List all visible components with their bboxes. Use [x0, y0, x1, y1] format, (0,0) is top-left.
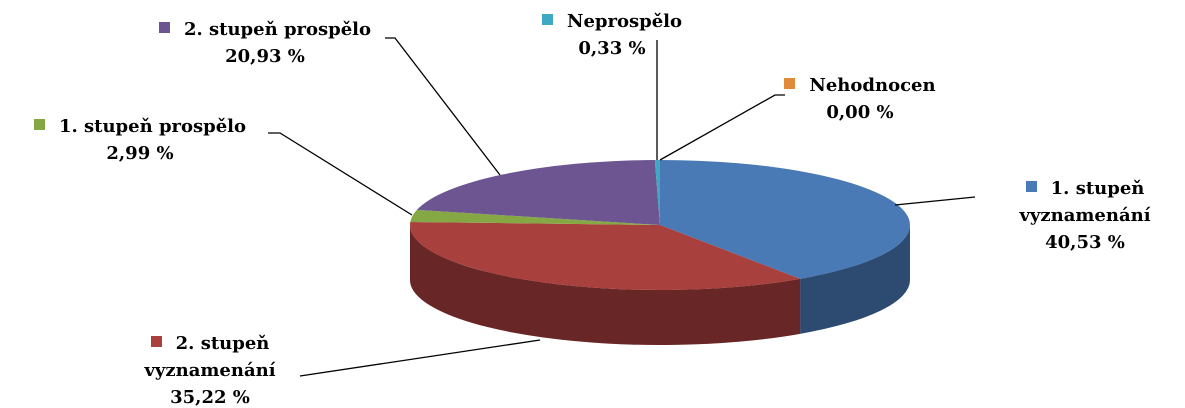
data-label: 2. stupeň prospělo 20,93 %: [120, 16, 410, 70]
slice: [410, 209, 660, 225]
leader-line: [268, 132, 413, 216]
slice: [416, 160, 660, 225]
slice: [654, 160, 660, 225]
leader-line: [894, 196, 976, 206]
category-label: Nehodnocen: [809, 75, 936, 96]
data-label: 1. stupeň vyznamenání 40,53 %: [990, 175, 1180, 256]
value-label: 35,22 %: [170, 387, 250, 408]
data-label: Nehodnocen 0,00 %: [775, 72, 945, 126]
value-label: 20,93 %: [225, 46, 305, 67]
data-label: 1. stupeň prospělo 2,99 %: [5, 113, 275, 167]
value-label: 2,99 %: [106, 143, 174, 164]
value-label: 40,53 %: [1045, 232, 1125, 253]
category-label: 2. stupeň vyznamenání: [144, 333, 276, 381]
legend-swatch: [150, 336, 162, 347]
slice: [410, 221, 801, 291]
data-label: 2. stupeň vyznamenání 35,22 %: [110, 330, 310, 408]
category-label: 1. stupeň prospělo: [58, 116, 247, 137]
value-label: 0,00 %: [826, 102, 894, 123]
leader-line: [659, 94, 785, 161]
slice: [660, 160, 911, 279]
legend-swatch: [33, 119, 45, 130]
slice-side: [410, 225, 801, 345]
legend-swatch: [158, 22, 170, 33]
legend-swatch: [1025, 181, 1037, 192]
leader-line: [385, 37, 501, 176]
slice-side-shade: [410, 225, 801, 345]
category-label: 2. stupeň prospělo: [183, 19, 372, 40]
slice-side: [800, 225, 910, 334]
category-label: 1. stupeň vyznamenání: [1019, 178, 1151, 226]
slice-side-shade: [800, 225, 910, 334]
leader-line: [299, 339, 541, 377]
legend-swatch: [542, 14, 553, 25]
data-label: Neprospělo 0,33 %: [532, 8, 692, 62]
legend-swatch: [784, 78, 796, 89]
value-label: 0,33 %: [578, 38, 646, 59]
category-label: Neprospělo: [567, 11, 682, 32]
